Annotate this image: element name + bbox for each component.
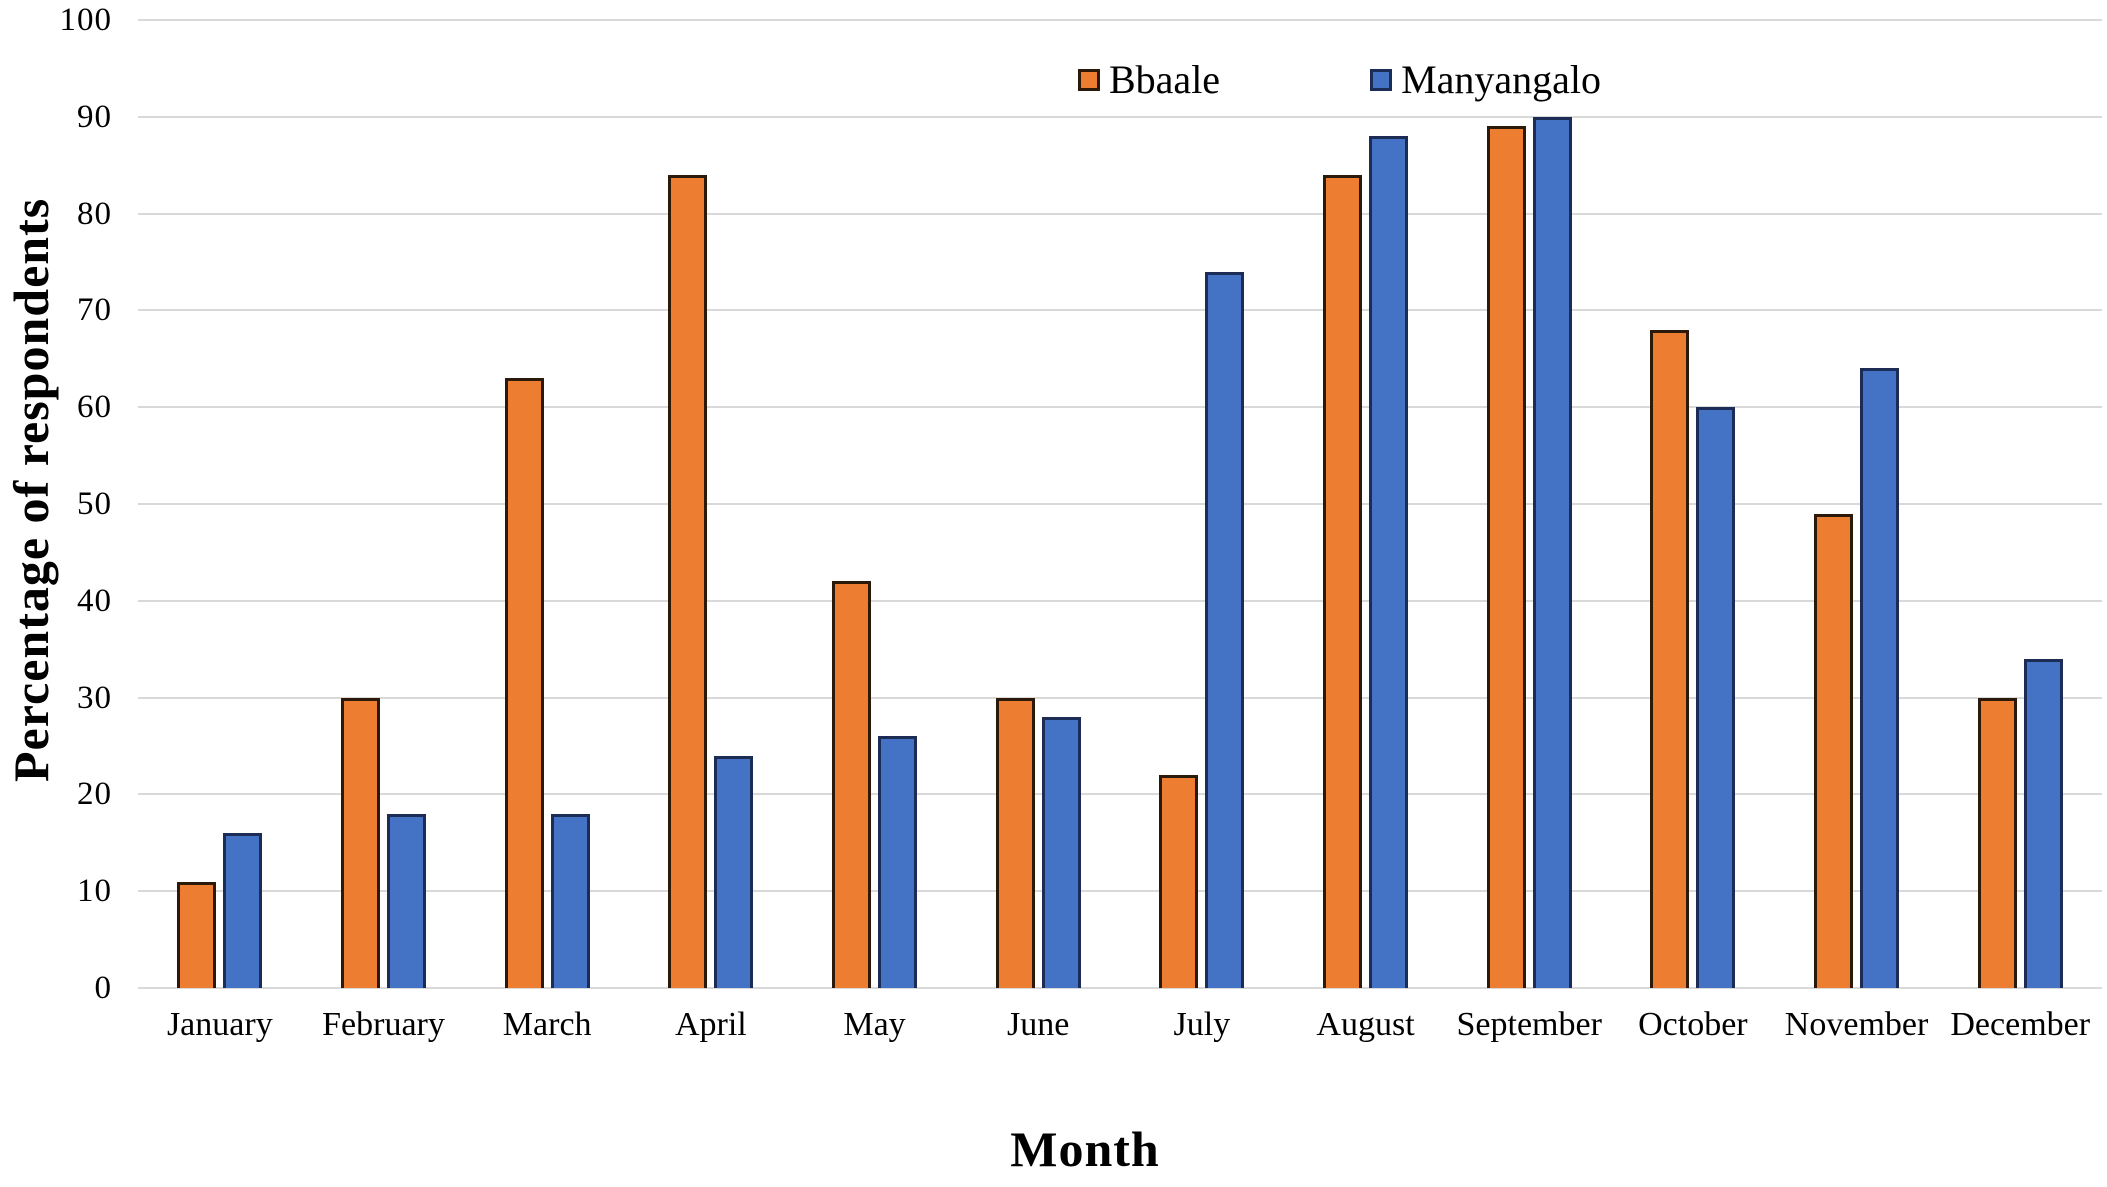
gridline (138, 19, 2102, 21)
gridline (138, 503, 2102, 505)
bar-group-december (1938, 20, 2102, 988)
legend-label-bbaale: Bbaale (1109, 57, 1221, 102)
y-tick-label: 10 (77, 873, 112, 910)
bar-manyangalo-april (714, 756, 754, 988)
x-tick-label-october: October (1638, 1006, 1748, 1043)
x-tick-label-september: September (1456, 1006, 1602, 1043)
bar-manyangalo-february (387, 814, 426, 988)
x-tick-label-april: April (674, 1006, 747, 1043)
gridline (138, 890, 2102, 893)
bar-group-april (629, 20, 793, 988)
y-tick-label: 90 (77, 98, 112, 135)
bar-manyangalo-august (1369, 136, 1409, 988)
bar-bbaale-may (832, 581, 872, 988)
x-tick-label-may: May (843, 1006, 906, 1043)
bar-manyangalo-december (2023, 659, 2063, 988)
x-axis-tick-labels: January February March April May June July Augu… (138, 1006, 2102, 1044)
bar-manyangalo-september (1532, 117, 1572, 988)
y-tick-label: 50 (77, 486, 112, 522)
bar-groups (138, 20, 2102, 988)
bar-bbaale-february (341, 698, 380, 988)
x-tick-label-january: January (166, 1006, 273, 1043)
bar-group-march (465, 20, 629, 988)
bar-bbaale-june (995, 698, 1035, 988)
gridline (138, 987, 2102, 989)
legend-swatch-bbaale (1078, 68, 1100, 91)
x-tick-label-november: November (1784, 1006, 1929, 1043)
bar-bbaale-january (177, 882, 217, 988)
bar-group-january (138, 20, 302, 988)
x-tick-label-december: December (1950, 1006, 2091, 1043)
x-tick-label-july: July (1173, 1006, 1231, 1043)
bar-group-november (1775, 20, 1939, 988)
gridline (138, 793, 2102, 796)
x-axis-title: Month (1010, 1121, 1160, 1177)
bar-bbaale-april (668, 175, 708, 988)
bar-manyangalo-july (1205, 272, 1245, 988)
legend-entry-bbaale: Bbaale (1078, 56, 1220, 103)
legend-swatch-manyangalo (1370, 68, 1393, 91)
bar-bbaale-october (1650, 330, 1690, 988)
bar-manyangalo-june (1041, 717, 1081, 988)
y-tick-label: 70 (77, 292, 112, 329)
bar-bbaale-november (1814, 514, 1854, 988)
bar-manyangalo-october (1696, 407, 1736, 988)
gridline (138, 406, 2102, 409)
bar-group-may (793, 20, 957, 988)
y-tick-label: 30 (77, 679, 112, 716)
gridline (138, 599, 2102, 602)
bar-manyangalo-may (878, 736, 918, 988)
bar-bbaale-march (504, 378, 544, 988)
bar-group-august (1284, 20, 1448, 988)
y-tick-label: 80 (77, 195, 112, 232)
bar-bbaale-december (1977, 698, 2017, 988)
x-tick-label-february: February (322, 1006, 445, 1043)
x-tick-label-june: June (1007, 1006, 1070, 1043)
bar-group-june (956, 20, 1120, 988)
bar-manyangalo-march (550, 814, 590, 988)
legend-entry-manyangalo: Manyangalo (1370, 56, 1601, 103)
gridline (138, 309, 2102, 312)
y-tick-label: 60 (77, 389, 112, 426)
y-tick-label: 40 (77, 582, 112, 619)
bar-bbaale-september (1486, 126, 1526, 988)
legend-label-manyangalo: Manyangalo (1401, 57, 1602, 102)
bar-group-february (302, 20, 466, 988)
x-tick-label-august: August (1316, 1006, 1415, 1043)
gridline (138, 115, 2102, 118)
bar-bbaale-august (1323, 175, 1363, 988)
y-tick-label: 0 (94, 970, 112, 1006)
y-tick-label: 100 (59, 2, 112, 38)
bar-manyangalo-january (223, 833, 263, 988)
plot-area (138, 19, 2102, 989)
bar-manyangalo-november (1860, 368, 1900, 988)
y-axis-tick-labels: 0 10 20 30 40 50 60 70 80 90 100 (0, 2, 112, 1006)
bar-bbaale-july (1159, 775, 1199, 988)
x-tick-label-march: March (502, 1006, 592, 1043)
gridline (138, 212, 2102, 215)
bar-group-july (1120, 20, 1284, 988)
bar-group-october (1611, 20, 1775, 988)
bar-group-september (1447, 20, 1611, 988)
legend: Bbaale Manyangalo (1078, 56, 1601, 103)
gridline (138, 696, 2102, 699)
y-tick-label: 20 (77, 776, 112, 813)
